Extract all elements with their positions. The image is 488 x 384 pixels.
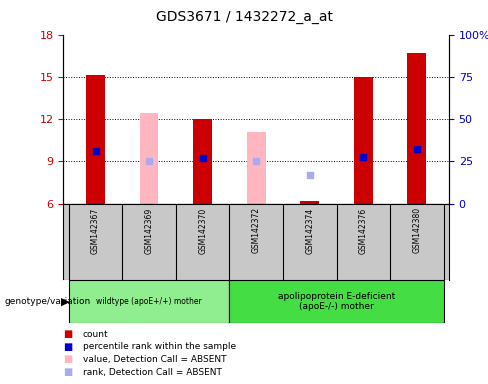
Text: percentile rank within the sample: percentile rank within the sample — [83, 342, 236, 351]
Text: rank, Detection Call = ABSENT: rank, Detection Call = ABSENT — [83, 367, 222, 377]
Bar — [301, 201, 319, 204]
Text: GSM142374: GSM142374 — [305, 207, 314, 253]
Bar — [69, 280, 229, 323]
Text: wildtype (apoE+/+) mother: wildtype (apoE+/+) mother — [96, 297, 202, 306]
Bar — [247, 132, 265, 204]
Text: ■: ■ — [63, 342, 73, 352]
Bar — [86, 75, 105, 204]
Text: GSM142372: GSM142372 — [252, 207, 261, 253]
Bar — [229, 280, 444, 323]
Bar — [407, 53, 426, 204]
Text: GSM142369: GSM142369 — [144, 207, 154, 253]
Text: GSM142380: GSM142380 — [412, 207, 421, 253]
Bar — [354, 77, 373, 204]
Text: ■: ■ — [63, 329, 73, 339]
Bar — [193, 119, 212, 204]
Text: ■: ■ — [63, 354, 73, 364]
Text: value, Detection Call = ABSENT: value, Detection Call = ABSENT — [83, 355, 226, 364]
Text: count: count — [83, 329, 109, 339]
Text: GSM142376: GSM142376 — [359, 207, 368, 253]
Text: GDS3671 / 1432272_a_at: GDS3671 / 1432272_a_at — [156, 10, 332, 23]
Text: ▶: ▶ — [61, 296, 69, 306]
Text: GSM142367: GSM142367 — [91, 207, 100, 253]
Text: ■: ■ — [63, 367, 73, 377]
Text: apolipoprotein E-deficient
(apoE-/-) mother: apolipoprotein E-deficient (apoE-/-) mot… — [278, 292, 395, 311]
Text: genotype/variation: genotype/variation — [5, 297, 91, 306]
Bar — [140, 113, 159, 204]
Text: GSM142370: GSM142370 — [198, 207, 207, 253]
